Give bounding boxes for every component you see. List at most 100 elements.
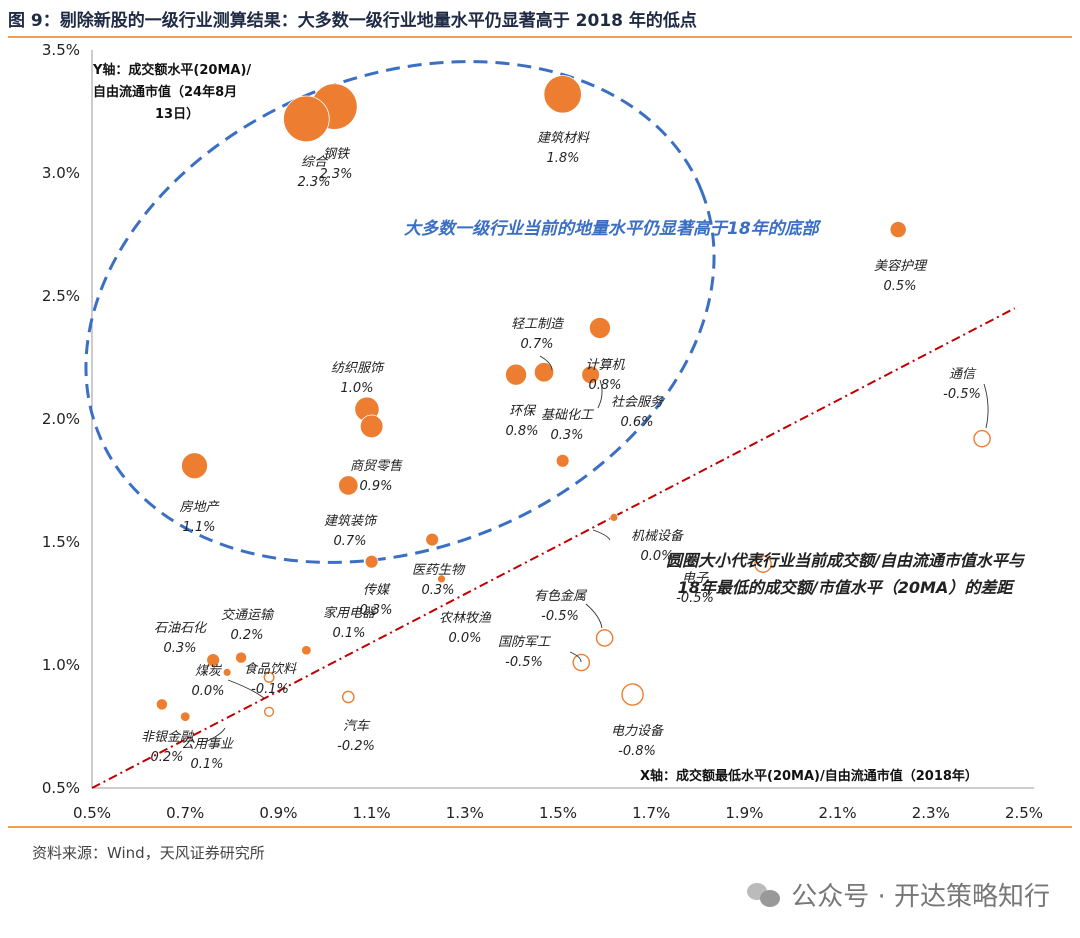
point-label-value: -0.2% — [337, 739, 375, 754]
data-point — [588, 317, 611, 339]
point-label-name: 建筑材料 — [537, 131, 590, 146]
point-label-value: 0.9% — [359, 479, 392, 494]
x-tick-label: 1.3% — [446, 804, 484, 822]
point-label-name: 医药生物 — [412, 563, 466, 578]
bubble-size-note-line: 圆圈大小代表行业当前成交额/自由流通市值水平与 — [666, 551, 1026, 570]
data-point — [533, 362, 555, 383]
x-tick-label: 2.3% — [912, 804, 950, 822]
point-label-name: 农林牧渔 — [439, 611, 492, 626]
point-label-name: 通信 — [949, 367, 977, 382]
data-point-negative — [341, 690, 355, 704]
point-label: 环保 0.8% — [505, 404, 538, 439]
ellipse-annotation: 大多数一级行业当前的地量水平仍显著高于18年的底部 — [404, 219, 822, 239]
point-label-name: 煤炭 — [195, 664, 222, 679]
point-label-name: 机械设备 — [631, 529, 685, 544]
point-label: 综合 2.3% — [297, 155, 330, 190]
point-label-name: 食品饮料 — [244, 661, 297, 677]
point-label-value: 0.3% — [163, 641, 196, 656]
point-label-name: 非银金融 — [141, 729, 195, 745]
point-label-value: 1.1% — [182, 520, 215, 535]
point-label-name: 电力设备 — [611, 724, 665, 739]
point-label-value: 0.6% — [620, 415, 653, 430]
point-label-name: 电子 — [682, 571, 709, 586]
data-point — [155, 698, 168, 711]
point-label: 医药生物 0.3% — [412, 563, 466, 598]
point-label-value: -0.5% — [943, 387, 981, 402]
point-label: 钢铁 2.3% — [319, 147, 352, 182]
data-point-negative — [595, 629, 614, 647]
x-axis-title: X轴：成交额最低水平(20MA)/自由流通市值（2018年） — [640, 768, 978, 784]
point-label-name: 轻工制造 — [511, 317, 565, 332]
point-label-value: -0.5% — [541, 609, 579, 624]
data-point — [609, 513, 619, 522]
point-label: 机械设备 0.0% — [631, 529, 685, 564]
point-label: 社会服务 0.6% — [611, 395, 664, 430]
point-label: 电力设备 -0.8% — [611, 724, 665, 759]
point-label-name: 汽车 — [343, 719, 371, 734]
point-label-name: 计算机 — [585, 358, 625, 373]
data-point-negative — [754, 555, 772, 573]
data-point — [179, 711, 191, 722]
x-tick-label: 1.5% — [539, 804, 577, 822]
point-label-value: 0.8% — [588, 378, 621, 393]
data-point — [235, 651, 248, 664]
point-label: 传媒 0.3% — [359, 583, 392, 618]
point-label-value: 0.3% — [359, 603, 392, 618]
y-tick-label: 1.0% — [42, 656, 80, 674]
leader-line — [569, 651, 582, 663]
leader-line — [585, 603, 603, 629]
point-label-name: 综合 — [301, 155, 329, 170]
leader-line — [983, 383, 989, 429]
point-label-value: 0.2% — [230, 628, 263, 643]
data-point — [505, 363, 528, 386]
data-point — [425, 532, 440, 547]
bubble-size-note-line: 18年最低的成交额/市值水平（20MA）的差距 — [678, 578, 1016, 597]
point-label: 建筑装饰 0.7% — [324, 514, 378, 549]
y-tick-label: 3.5% — [42, 41, 80, 59]
point-label-value: 1.0% — [340, 381, 373, 396]
point-label: 有色金属 -0.5% — [534, 588, 588, 624]
y-axis-title-line: 自由流通市值（24年8月 — [93, 84, 237, 100]
data-point — [283, 95, 330, 143]
point-label: 非银金融 0.2% — [141, 729, 195, 765]
data-point-negative — [263, 706, 275, 717]
wechat-icon — [747, 881, 781, 909]
point-label: 纺织服饰 1.0% — [331, 361, 385, 396]
point-label-name: 环保 — [509, 404, 537, 419]
data-point — [555, 453, 570, 468]
point-label: 煤炭 0.0% — [191, 664, 224, 699]
data-point-negative — [621, 683, 644, 706]
point-label-value: 0.0% — [191, 684, 224, 699]
data-point — [301, 645, 312, 656]
leader-line — [204, 727, 226, 743]
data-point-negative — [263, 671, 275, 683]
point-label-value: 2.3% — [319, 167, 352, 182]
point-label-name: 建筑装饰 — [324, 514, 378, 529]
x-tick-label: 0.5% — [73, 804, 111, 822]
point-label-name: 家用电器 — [323, 605, 376, 621]
y-axis-title: Y轴：成交额水平(20MA)/ 自由流通市值（24年8月 13日） — [92, 62, 251, 122]
point-label-name: 房地产 — [179, 500, 220, 515]
point-label-value: 0.0% — [448, 631, 481, 646]
point-label-value: -0.5% — [676, 591, 714, 606]
data-point — [222, 667, 232, 677]
point-label-name: 美容护理 — [874, 258, 928, 274]
bubble-size-note: 圆圈大小代表行业当前成交额/自由流通市值水平与 18年最低的成交额/市值水平（20… — [666, 551, 1026, 597]
leader-line — [227, 679, 265, 699]
point-label-name: 基础化工 — [541, 408, 595, 423]
point-label-name: 社会服务 — [611, 395, 664, 410]
data-point — [581, 365, 600, 385]
x-tick-label: 1.9% — [725, 804, 763, 822]
bottom-rule — [8, 826, 1072, 828]
highlight-ellipse — [84, 60, 716, 564]
x-tick-label: 1.1% — [353, 804, 391, 822]
point-label: 计算机 0.8% — [585, 358, 625, 393]
point-label-value: 0.2% — [150, 750, 183, 765]
point-label-name: 石油石化 — [154, 621, 208, 636]
data-point — [437, 574, 446, 584]
point-label-value: 1.8% — [546, 151, 579, 166]
leader-line — [592, 529, 611, 541]
point-label-name: 公用事业 — [181, 737, 234, 752]
point-label: 基础化工 0.3% — [541, 408, 595, 443]
point-label: 石油石化 0.3% — [154, 621, 208, 656]
